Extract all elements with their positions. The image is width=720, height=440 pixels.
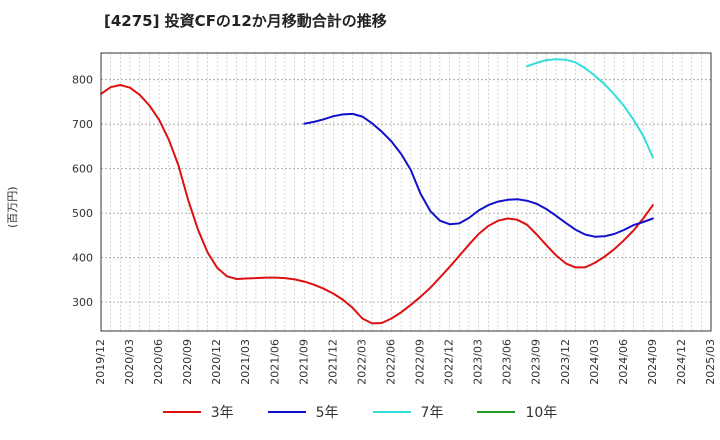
y-tick-label: 800: [72, 74, 93, 87]
series-line-5年: [303, 112, 654, 238]
x-tick-label: 2023/09: [530, 339, 543, 385]
x-tick-label: 2023/03: [472, 339, 485, 385]
x-tick-label: 2021/06: [268, 339, 281, 385]
legend-label: 10年: [525, 405, 558, 421]
legend-item: 10年: [477, 402, 557, 422]
legend-swatch: [267, 411, 306, 413]
x-tick-label: 2021/09: [297, 339, 310, 385]
x-tick-label: 2021/03: [239, 339, 252, 385]
plot-frame: [100, 52, 712, 332]
legend-label: 5年: [315, 405, 339, 421]
series-line-3年: [100, 84, 654, 325]
x-tick-label: 2019/12: [94, 339, 107, 385]
x-tick-label: 2023/06: [501, 339, 514, 385]
legend-item: 3年: [162, 402, 234, 422]
x-tick-label: 2020/03: [123, 339, 136, 385]
legend-swatch: [372, 411, 411, 413]
legend-item: 5年: [267, 402, 339, 422]
x-tick-label: 2022/09: [414, 339, 427, 385]
x-tick-label: 2020/09: [181, 339, 194, 385]
x-tick-label: 2020/12: [210, 339, 223, 385]
legend: 3年 5年 7年 10年: [0, 402, 720, 422]
x-tick-label: 2024/12: [675, 339, 688, 385]
x-tick-label: 2021/12: [326, 339, 339, 385]
legend-swatch: [477, 411, 516, 413]
y-tick-label: 400: [72, 252, 93, 265]
y-tick-label: 300: [72, 296, 93, 309]
legend-swatch: [162, 411, 201, 413]
x-tick-label: 2023/12: [559, 339, 572, 385]
x-tick-label: 2024/06: [617, 339, 630, 385]
x-tick-label: 2024/09: [646, 339, 659, 385]
y-tick-label: 700: [72, 118, 93, 131]
y-tick-label: 600: [72, 163, 93, 176]
x-tick-label: 2022/03: [355, 339, 368, 385]
x-tick-label: 2022/12: [443, 339, 456, 385]
legend-label: 3年: [210, 405, 234, 421]
x-tick-label: 2020/06: [152, 339, 165, 385]
y-tick-label: 500: [72, 207, 93, 220]
legend-label: 7年: [420, 405, 444, 421]
series-line-7年: [526, 58, 654, 159]
plot-area: [101, 53, 711, 331]
x-tick-label: 2022/06: [384, 339, 397, 385]
chart-title: [4275] 投資CFの12か月移動合計の推移: [104, 12, 387, 30]
legend-item: 7年: [372, 402, 444, 422]
x-tick-label: 2025/03: [704, 339, 717, 385]
x-tick-label: 2024/03: [588, 339, 601, 385]
